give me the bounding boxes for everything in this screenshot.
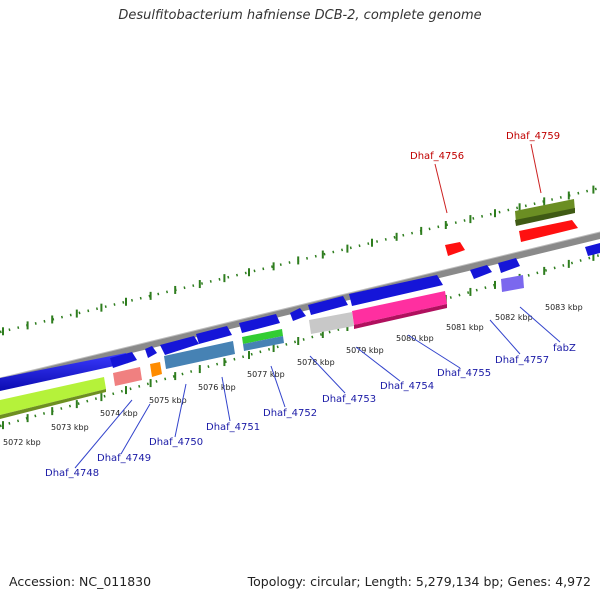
svg-text:5082 kbp: 5082 kbp xyxy=(495,313,533,322)
genome-summary-text: Topology: circular; Length: 5,279,134 bp… xyxy=(247,574,591,589)
gene-arrow xyxy=(239,314,280,333)
plus-strand-cds xyxy=(0,243,600,391)
svg-text:5075 kbp: 5075 kbp xyxy=(149,396,187,405)
gene-label-dhaf-4759: Dhaf_4759 xyxy=(506,131,560,142)
gene-arrow xyxy=(519,220,578,242)
gene-labels: Dhaf_4748 Dhaf_4749 Dhaf_4750 Dhaf_4751 … xyxy=(45,131,576,479)
gene-arrow xyxy=(290,308,306,321)
gene-arrow xyxy=(160,336,199,355)
gene-arrow xyxy=(145,346,157,358)
gene-arrow xyxy=(470,265,492,279)
orf-bar xyxy=(242,329,283,344)
svg-text:5074 kbp: 5074 kbp xyxy=(100,409,138,418)
svg-text:5080 kbp: 5080 kbp xyxy=(396,334,434,343)
gene-arrow xyxy=(445,242,465,256)
gene-label-dhaf-4753: Dhaf_4753 xyxy=(322,394,376,405)
orf-bar xyxy=(150,362,162,377)
gene-label-dhaf-4757: Dhaf_4757 xyxy=(495,355,549,366)
accession-text: Accession: NC_011830 xyxy=(9,574,152,589)
gene-arrow xyxy=(110,352,137,368)
gene-arrow xyxy=(585,243,600,256)
orf-features xyxy=(0,275,524,419)
gene-arrow xyxy=(308,296,348,315)
gene-label-dhaf-4750: Dhaf_4750 xyxy=(149,437,203,448)
label-leaders-above xyxy=(434,143,542,214)
orf-bar xyxy=(113,367,142,386)
gene-label-fabz: fabZ xyxy=(553,343,576,354)
orf-bar xyxy=(501,275,524,292)
gene-label-dhaf-4754: Dhaf_4754 xyxy=(380,381,434,392)
svg-text:5077 kbp: 5077 kbp xyxy=(247,370,285,379)
major-ticks xyxy=(2,185,595,430)
gene-arrow xyxy=(349,275,443,306)
scale-labels: 5072 kbp 5073 kbp 5074 kbp 5075 kbp 5076… xyxy=(3,303,583,447)
scale-track-upper xyxy=(0,186,600,334)
svg-text:5072 kbp: 5072 kbp xyxy=(3,438,41,447)
orf-bar xyxy=(309,312,354,334)
gene-label-dhaf-4748: Dhaf_4748 xyxy=(45,468,99,479)
svg-text:5079 kbp: 5079 kbp xyxy=(346,346,384,355)
label-leaders-below xyxy=(74,306,561,469)
gene-label-dhaf-4749: Dhaf_4749 xyxy=(97,453,151,464)
gene-arrow xyxy=(196,326,232,344)
gene-arrow xyxy=(498,258,520,273)
gene-arrow xyxy=(0,353,128,391)
svg-text:5081 kbp: 5081 kbp xyxy=(446,323,484,332)
svg-text:5076 kbp: 5076 kbp xyxy=(198,383,236,392)
gene-label-dhaf-4751: Dhaf_4751 xyxy=(206,422,260,433)
map-title: Desulfitobacterium hafniense DCB-2, comp… xyxy=(118,8,482,23)
orf-bar xyxy=(164,341,235,369)
orf-bar xyxy=(352,291,447,325)
svg-text:5083 kbp: 5083 kbp xyxy=(545,303,583,312)
gene-label-dhaf-4752: Dhaf_4752 xyxy=(263,408,317,419)
gene-label-dhaf-4756: Dhaf_4756 xyxy=(410,151,464,162)
orf-bar xyxy=(0,377,106,415)
gene-label-dhaf-4755: Dhaf_4755 xyxy=(437,368,491,379)
svg-text:5073 kbp: 5073 kbp xyxy=(51,423,89,432)
minus-strand-features xyxy=(445,199,578,256)
